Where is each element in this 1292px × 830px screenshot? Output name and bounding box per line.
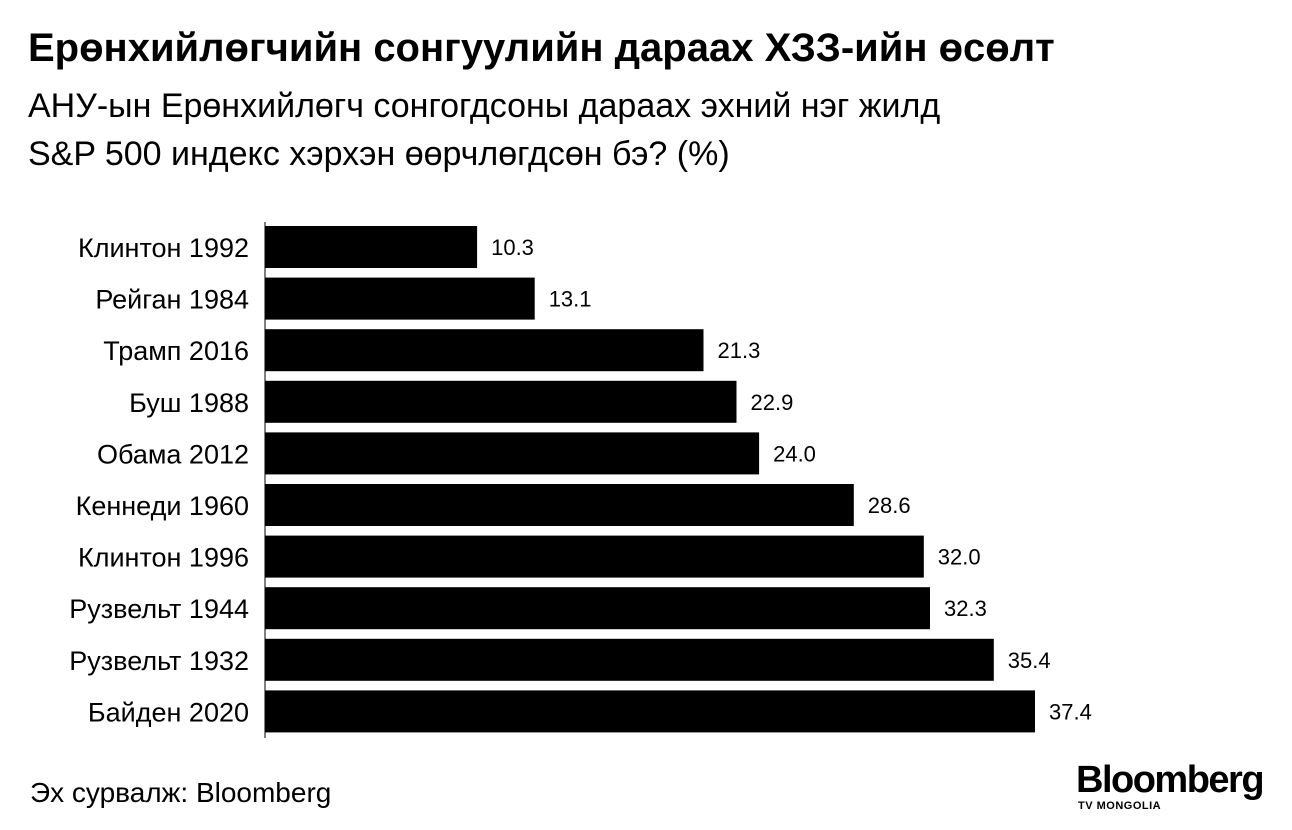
source-label: Эх сурвалж:	[30, 777, 189, 808]
category-label: Кеннеди 1960	[76, 491, 249, 521]
bar	[265, 587, 930, 630]
value-label: 32.3	[944, 596, 987, 621]
category-label: Клинтон 1996	[78, 543, 249, 573]
chart-title: Ерөнхийлөгчийн сонгуулийн дараах ХЗЗ-ийн…	[28, 26, 1055, 70]
source-note: Эх сурвалж: Bloomberg	[30, 776, 331, 810]
logo-sub: TV MONGOLIA	[1078, 800, 1162, 812]
bar	[265, 638, 994, 681]
source-name: Bloomberg	[195, 777, 332, 808]
bar	[265, 329, 704, 372]
bar	[265, 277, 535, 320]
bars-group: Клинтон 1992 10.3 Рейган 1984 13.1 Трамп 201…	[69, 226, 1092, 733]
value-label: 28.6	[868, 493, 911, 518]
category-label: Рузвельт 1932	[69, 646, 249, 676]
value-label: 13.1	[549, 287, 592, 312]
value-label: 22.9	[751, 390, 794, 415]
value-label: 10.3	[491, 235, 534, 260]
bar	[265, 535, 924, 578]
category-label: Трамп 2016	[103, 336, 249, 366]
value-label: 35.4	[1008, 648, 1051, 673]
category-label: Буш 1988	[129, 388, 249, 418]
category-label: Обама 2012	[97, 439, 249, 469]
value-label: 32.0	[938, 545, 981, 570]
bar	[265, 484, 854, 526]
category-label: Клинтон 1992	[78, 233, 249, 263]
bar	[265, 226, 478, 268]
value-label: 37.4	[1049, 699, 1092, 724]
bar-chart: Клинтон 1992 10.3 Рейган 1984 13.1 Трамп 201…	[69, 222, 1092, 738]
bar	[265, 690, 1035, 733]
category-label: Байден 2020	[88, 697, 249, 727]
bar	[265, 380, 737, 423]
bloomberg-tv-logo: Bloomberg TV MONGOLIA	[1076, 760, 1266, 812]
category-label: Рейган 1984	[95, 285, 249, 315]
bar	[265, 432, 760, 475]
category-label: Рузвельт 1944	[69, 594, 249, 624]
value-label: 21.3	[718, 338, 761, 363]
value-label: 24.0	[773, 441, 816, 466]
chart-subtitle: АНУ-ын Ерөнхийлөгч сонгогдсоны дараах эх…	[28, 87, 941, 173]
logo-word: Bloomberg	[1076, 759, 1265, 801]
